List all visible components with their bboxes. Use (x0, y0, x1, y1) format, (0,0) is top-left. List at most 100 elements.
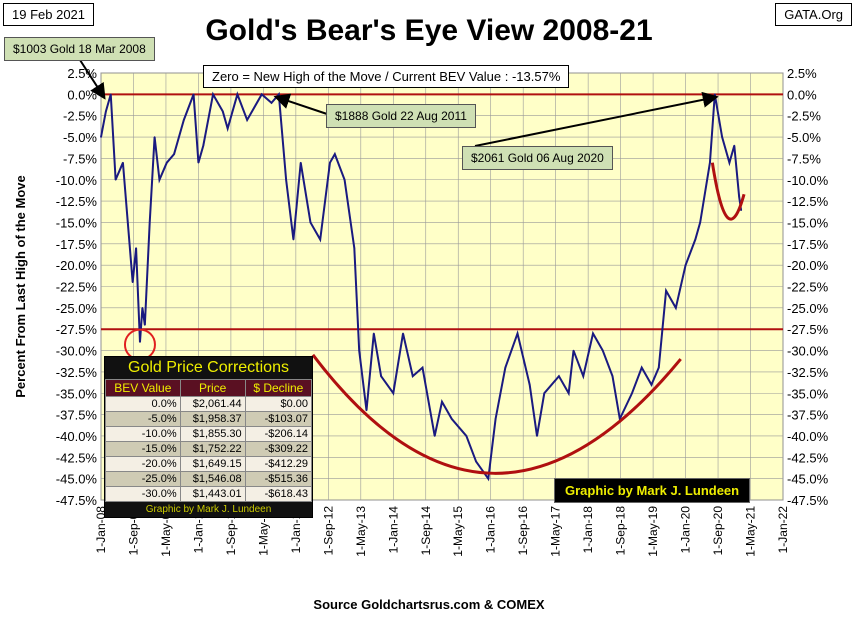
table-cell: -20.0% (105, 456, 181, 472)
y-tick-right: 2.5% (787, 66, 817, 81)
table-cell: $1,443.01 (179, 486, 246, 502)
corrections-table: Gold Price Corrections BEV Value Price $ D… (104, 356, 313, 518)
bev-point (292, 238, 295, 241)
table-cell: $1,649.15 (179, 456, 246, 472)
bev-point (173, 153, 175, 155)
table-cell: -$618.43 (244, 486, 313, 502)
bev-point (278, 93, 280, 96)
y-tick-left: -37.5% (56, 408, 98, 423)
table-cell: -$206.14 (244, 426, 313, 442)
table-row: -15.0% $1,752.22 -$309.22 (105, 441, 313, 457)
x-tick: 1-May-11 (256, 506, 270, 556)
bev-point (475, 460, 477, 463)
y-tick-left: -47.5% (56, 493, 98, 508)
x-tick: 1-Sep-20 (711, 506, 725, 556)
bev-point (516, 332, 519, 335)
table-cell: -$515.36 (244, 471, 313, 487)
table-footer: Graphic by Mark J. Lundeen (145, 504, 272, 515)
annotation-2011-high: $1888 Gold 22 Aug 2011 (326, 104, 476, 128)
table-row: -20.0% $1,649.15 -$412.29 (105, 456, 313, 472)
bev-point (122, 161, 124, 164)
bev-point (236, 93, 239, 96)
y-tick-left: -22.5% (56, 280, 98, 295)
bev-point (299, 161, 302, 164)
table-row: 0.0% $2,061.44 $0.00 (105, 396, 313, 412)
bev-point (684, 264, 687, 266)
table-row: -5.0% $1,958.37 -$103.07 (105, 411, 313, 427)
y-tick-right: -40.0% (787, 429, 829, 444)
x-tick: 1-May-13 (354, 506, 368, 557)
bev-point (126, 221, 129, 224)
bev-point (699, 221, 701, 224)
y-axis-label: Percent From Last High of the Move (13, 175, 28, 397)
y-tick-left: 2.5% (67, 66, 97, 81)
table-cell: $0.00 (244, 396, 313, 412)
date-label: 19 Feb 2021 (3, 3, 95, 26)
y-tick-left: -27.5% (56, 322, 98, 337)
bev-point (212, 93, 214, 96)
bev-point (631, 392, 633, 395)
table-row: -30.0% $1,443.01 -$618.43 (105, 486, 313, 502)
bev-point (202, 144, 205, 147)
bev-point (221, 110, 224, 113)
table-row: -10.0% $1,855.30 -$206.14 (105, 426, 313, 442)
y-tick-right: -47.5% (787, 493, 829, 508)
bev-point (334, 153, 336, 155)
table-header: $ Decline (244, 379, 313, 397)
y-tick-left: -2.5% (63, 109, 97, 124)
bev-point (285, 178, 287, 181)
y-tick-left: -32.5% (56, 365, 98, 380)
y-tick-left: 0.0% (67, 87, 97, 102)
x-tick: 1-May-15 (451, 506, 465, 557)
bev-point (494, 418, 497, 420)
bev-point (165, 161, 168, 164)
annotation-2008-high: $1003 Gold 18 Mar 2008 (4, 37, 155, 61)
y-tick-left: -45.0% (56, 472, 98, 487)
bev-point (567, 392, 570, 395)
bev-point (226, 127, 229, 130)
x-tick: 1-May-17 (549, 506, 563, 557)
y-tick-left: -17.5% (56, 237, 98, 252)
bev-point (309, 221, 312, 224)
bev-point (192, 93, 195, 96)
annotation-arrow (273, 93, 331, 116)
bev-point (153, 136, 156, 138)
bev-point (504, 366, 507, 369)
bev-point (441, 400, 443, 403)
table-cell: $1,752.22 (179, 441, 246, 457)
bev-point (131, 281, 134, 284)
bev-point (487, 477, 490, 480)
table-cell: $1,958.37 (179, 411, 246, 427)
bev-point (528, 383, 531, 386)
y-tick-left: -42.5% (56, 450, 98, 465)
y-tick-left: -12.5% (56, 194, 98, 209)
y-tick-right: -25.0% (787, 301, 829, 316)
bev-point (100, 136, 102, 138)
bev-point (353, 247, 356, 249)
table-cell: $2,061.44 (179, 396, 246, 412)
bev-point (329, 161, 331, 164)
bev-point (572, 349, 575, 352)
bev-point (558, 375, 560, 377)
bev-point (714, 93, 716, 96)
bev-point (733, 144, 736, 147)
y-tick-left: -7.5% (63, 151, 97, 166)
y-tick-right: -37.5% (787, 408, 829, 423)
y-tick-right: -17.5% (787, 237, 829, 252)
table-cell: $1,855.30 (179, 426, 246, 442)
table-cell: -25.0% (105, 471, 181, 487)
y-tick-right: -32.5% (787, 365, 829, 380)
bev-point (319, 238, 322, 241)
table-header: Price (179, 379, 246, 397)
bev-point (392, 392, 395, 395)
table-cell: -30.0% (105, 486, 181, 502)
bev-point (148, 221, 151, 224)
bev-point (380, 375, 382, 377)
table-cell: -15.0% (105, 441, 181, 457)
y-tick-right: -15.0% (787, 215, 829, 230)
bev-point (141, 307, 144, 309)
y-tick-left: -30.0% (56, 344, 98, 359)
table-cell: -$103.07 (244, 411, 313, 427)
